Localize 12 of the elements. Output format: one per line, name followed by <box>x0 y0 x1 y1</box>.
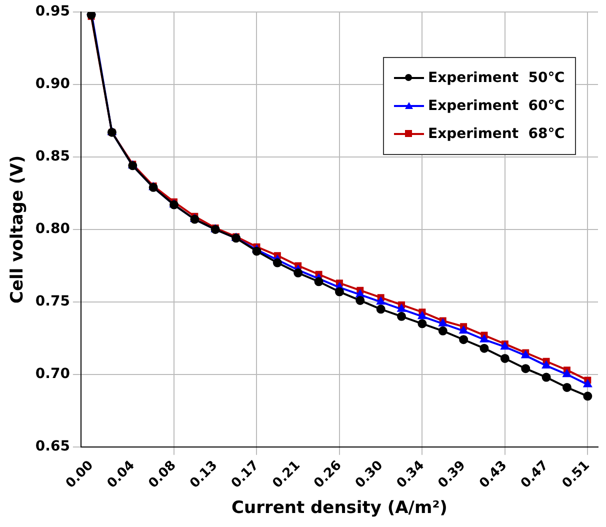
y-tick-label: 0.65 <box>35 438 70 455</box>
y-tick-label: 0.90 <box>35 76 70 92</box>
legend-label: Experiment 50℃ <box>428 70 565 86</box>
y-tick-label: 0.80 <box>35 221 70 238</box>
y-tick-label: 0.75 <box>35 294 70 310</box>
legend-label: Experiment 60℃ <box>428 98 565 114</box>
y-tick-label: 0.70 <box>35 366 70 382</box>
y-tick-label: 0.95 <box>35 4 70 20</box>
y-tick-label: 0.85 <box>35 148 70 165</box>
x-axis-title: Current density (A/m²) <box>231 498 448 518</box>
y-axis-title: Cell voltage (V) <box>8 155 28 304</box>
legend-label: Experiment 68℃ <box>428 126 565 142</box>
